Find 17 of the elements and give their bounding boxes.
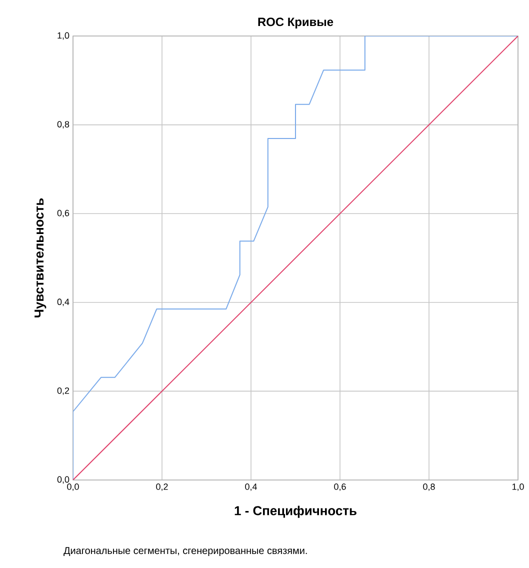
x-tick-label: 0,0 — [67, 484, 79, 491]
x-tick-label: 0,8 — [423, 484, 435, 491]
x-tick-label: 0,2 — [156, 484, 168, 491]
y-tick-label: 0,6 — [57, 210, 70, 218]
chart-title: ROC Кривые — [258, 18, 334, 28]
x-tick-label: 0,6 — [334, 484, 346, 491]
y-tick-label: 1,0 — [58, 32, 70, 40]
y-axis-title: Чувствительность — [34, 198, 46, 318]
x-tick-label: 1,0 — [512, 484, 524, 491]
y-tick-label: 0,2 — [57, 387, 70, 395]
y-tick-label: 0,0 — [57, 476, 70, 484]
x-axis-title: 1 - Специфичность — [234, 506, 356, 518]
line-series — [73, 36, 518, 480]
x-tick-label: 0,4 — [245, 484, 257, 491]
y-tick-label: 0,4 — [57, 298, 70, 306]
text: Диагональные сегменты, сгенерированные связями. — [64, 547, 307, 556]
y-tick-label: 0,8 — [57, 121, 70, 128]
